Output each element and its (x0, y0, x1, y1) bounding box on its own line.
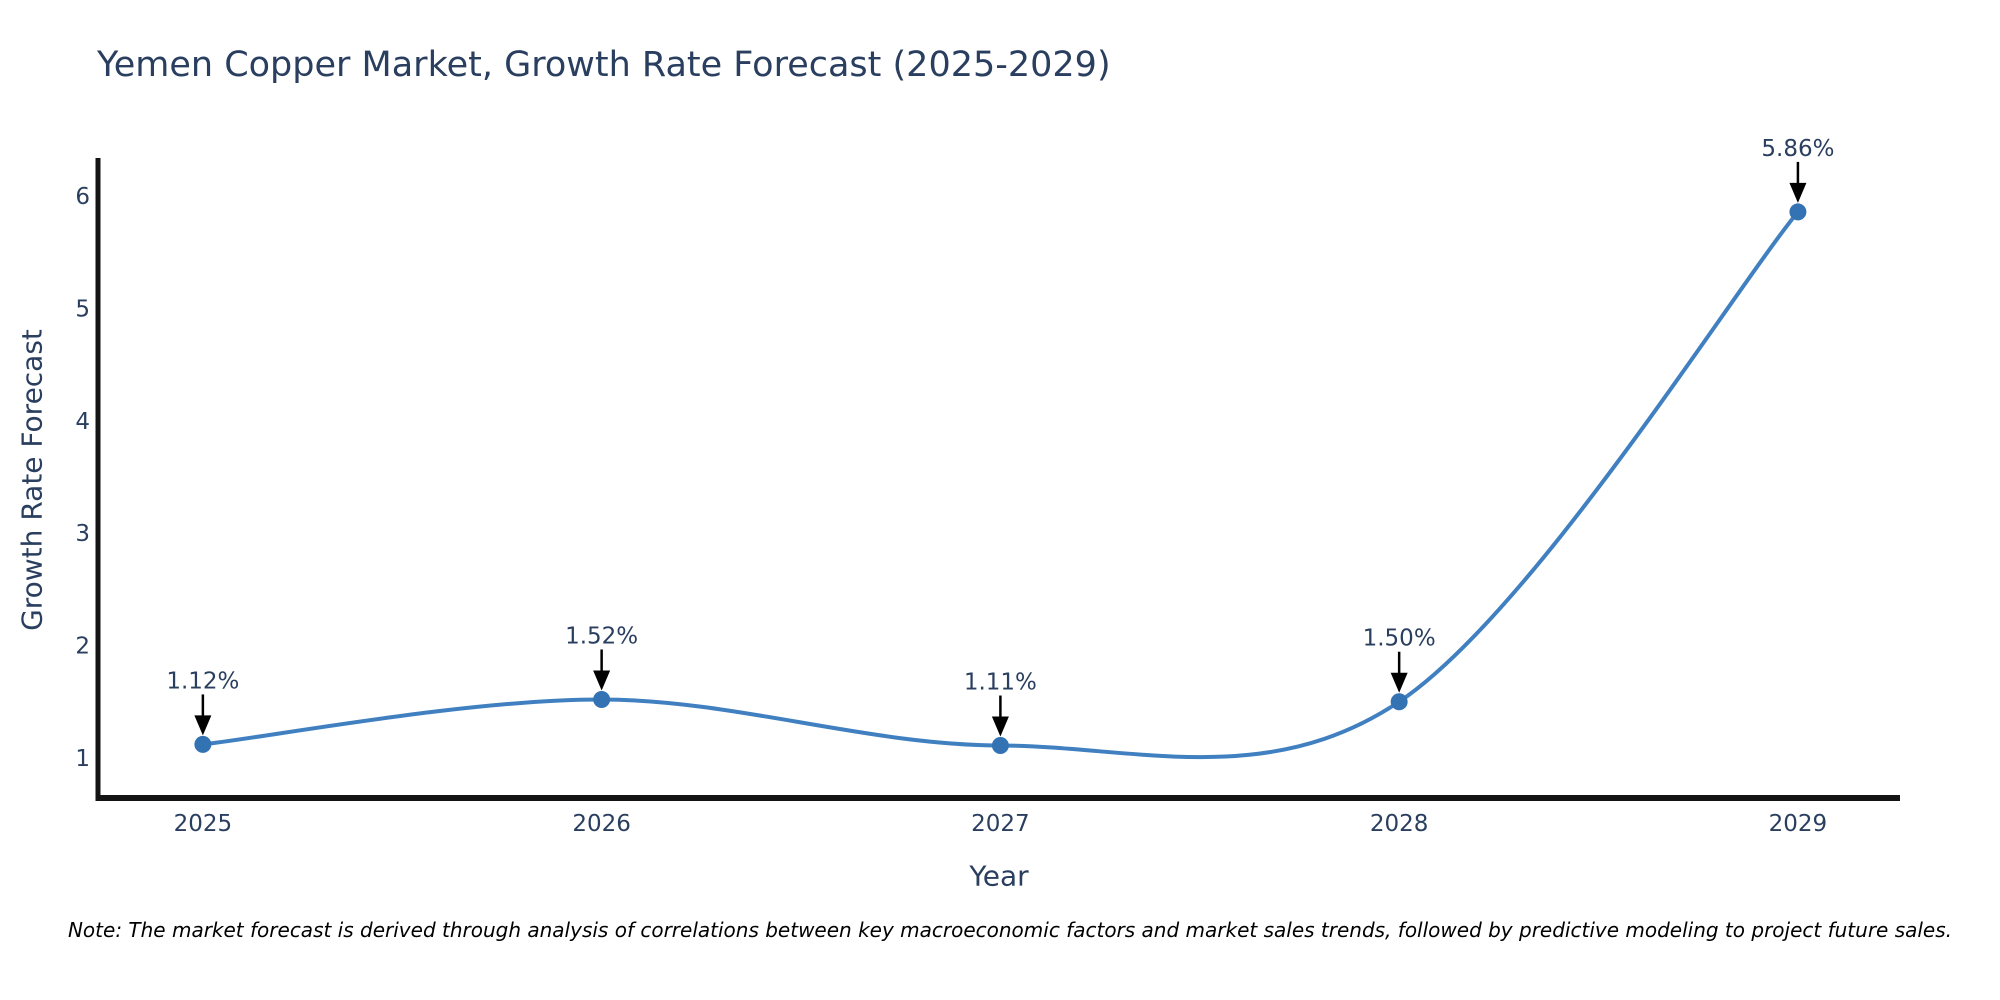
data-point-label: 1.50% (1363, 626, 1436, 652)
y-axis-title: Growth Rate Forecast (15, 329, 49, 631)
forecast-line (200, 209, 1800, 760)
annotation-arrowhead-icon (1789, 182, 1807, 203)
x-tick-label: 2027 (971, 811, 1030, 837)
y-tick-label: 2 (75, 634, 90, 660)
y-tick-label: 4 (75, 409, 90, 435)
footnote: Note: The market forecast is derived thr… (67, 918, 1953, 942)
y-tick-label: 1 (75, 746, 90, 772)
chart-title: Yemen Copper Market, Growth Rate Forecas… (97, 45, 1111, 85)
annotation-arrowhead-icon (991, 716, 1009, 737)
x-tick-label: 2028 (1370, 811, 1429, 837)
y-tick-label: 5 (75, 297, 90, 323)
data-point-label: 1.12% (166, 668, 239, 694)
x-axis-title: Year (969, 859, 1029, 893)
y-tick-label: 3 (75, 521, 90, 547)
data-point-marker[interactable] (991, 737, 1009, 755)
annotation-arrowhead-icon (1390, 672, 1408, 693)
x-tick-label: 2026 (572, 811, 631, 837)
data-point-marker[interactable] (593, 690, 611, 708)
data-point-marker[interactable] (1789, 203, 1807, 221)
annotation-arrowhead-icon (194, 715, 212, 736)
data-point-label: 5.86% (1761, 136, 1834, 162)
data-point-label: 1.11% (964, 670, 1037, 696)
annotation-arrowhead-icon (593, 670, 611, 691)
x-tick-label: 2029 (1769, 811, 1828, 837)
data-point-marker[interactable] (194, 735, 212, 753)
data-point-marker[interactable] (1390, 693, 1408, 711)
y-tick-label: 6 (75, 184, 90, 210)
data-point-label: 1.52% (565, 623, 638, 649)
x-tick-label: 2025 (174, 811, 233, 837)
